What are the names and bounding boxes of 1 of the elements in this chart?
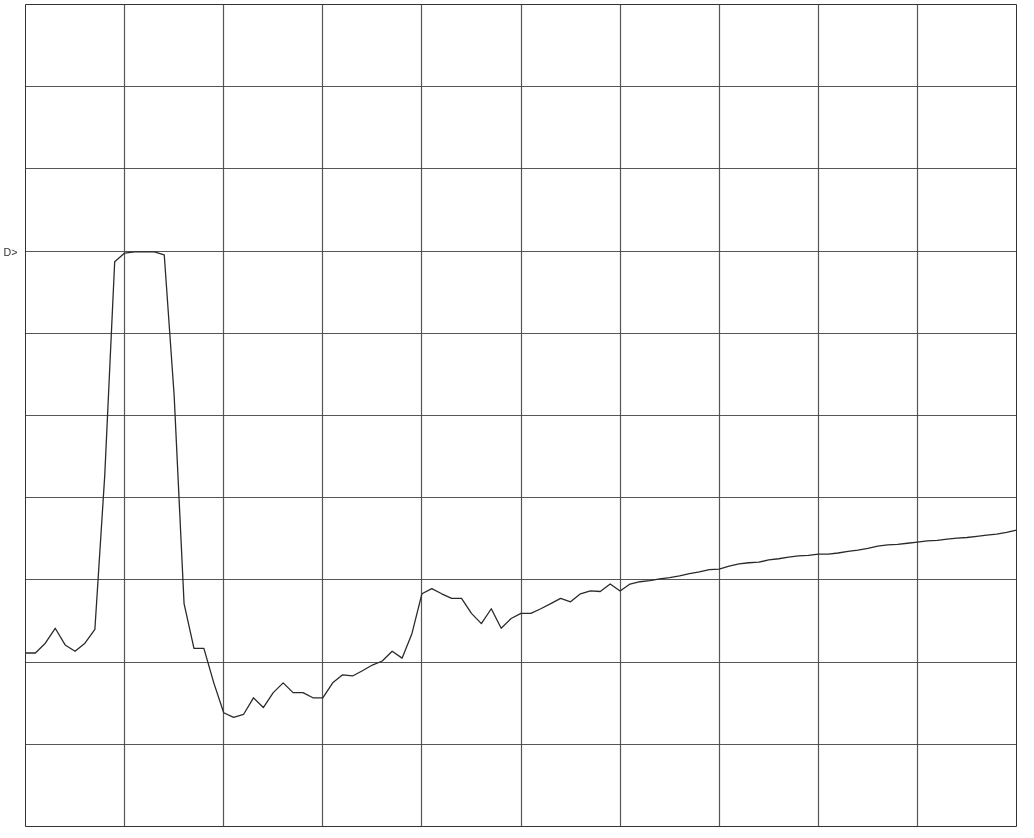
text: D> xyxy=(3,245,18,258)
